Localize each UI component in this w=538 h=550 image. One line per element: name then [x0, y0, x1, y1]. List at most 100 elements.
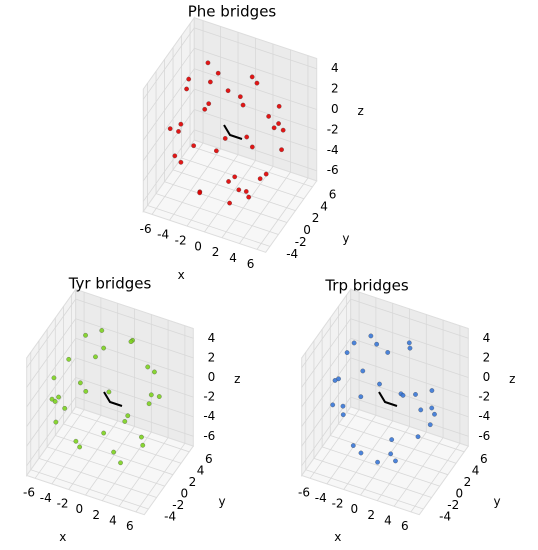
- point: [83, 389, 89, 394]
- y-tick-label: 2: [312, 211, 320, 225]
- point: [205, 60, 211, 66]
- y-tick-label: 6: [329, 187, 337, 201]
- point: [377, 381, 382, 387]
- grid-line: [350, 377, 469, 418]
- y-tick-label: 6: [205, 452, 213, 466]
- x-tick-label: 6: [401, 519, 409, 533]
- chart-title: Phe bridges: [188, 3, 277, 21]
- grid-line: [301, 357, 352, 427]
- point: [197, 190, 203, 196]
- point: [49, 396, 55, 402]
- point: [167, 126, 173, 132]
- grid-line: [26, 318, 77, 388]
- y-tick-label: -2: [172, 498, 184, 512]
- grid-line: [26, 338, 77, 408]
- point: [254, 80, 260, 86]
- point: [266, 114, 271, 119]
- grid-line: [75, 357, 194, 398]
- axes-marker: [223, 124, 243, 140]
- y-tick-label: -4: [286, 247, 298, 261]
- point: [388, 451, 394, 457]
- grid-line: [301, 298, 352, 368]
- z-tick-label: 0: [483, 370, 491, 384]
- x-tick-label: -2: [332, 497, 344, 511]
- z-tick-label: 0: [208, 370, 216, 384]
- point: [240, 102, 246, 108]
- grid-line: [147, 205, 271, 247]
- grid-line: [46, 446, 165, 487]
- grid-line: [410, 443, 461, 513]
- z-axis-label: z: [234, 372, 240, 386]
- y-tick-label: 0: [303, 223, 311, 237]
- axes-marker: [378, 391, 398, 407]
- y-tick-label: -2: [295, 235, 307, 249]
- chart-title: Trp bridges: [324, 277, 409, 295]
- z-tick-label: 4: [483, 331, 491, 345]
- x-axis-label: x: [334, 530, 341, 544]
- x-axis-label: x: [59, 530, 66, 544]
- point: [374, 341, 379, 347]
- grid-line: [346, 412, 465, 453]
- chart-title: Tyr bridges: [68, 275, 152, 293]
- grid-line: [350, 396, 469, 437]
- point: [66, 356, 72, 362]
- z-tick-label: 0: [331, 102, 339, 116]
- z-tick-label: -6: [203, 429, 215, 443]
- point: [215, 70, 221, 76]
- grid-line: [305, 469, 424, 510]
- point: [407, 345, 413, 351]
- point: [406, 340, 412, 346]
- grid-line: [68, 420, 119, 490]
- z-tick-label: -6: [478, 429, 490, 443]
- x-tick-label: -4: [315, 491, 327, 505]
- y-tick-label: 2: [189, 475, 197, 489]
- grid-line: [309, 409, 360, 479]
- axes-marker: [103, 391, 123, 407]
- point: [257, 176, 263, 182]
- grid-line: [38, 457, 157, 498]
- z-tick-label: -2: [478, 390, 490, 404]
- grid-line: [194, 27, 317, 70]
- point: [246, 194, 252, 200]
- point: [101, 430, 107, 436]
- x-axis-label: x: [178, 268, 185, 282]
- z-tick-label: -6: [327, 163, 339, 177]
- z-tick-label: 2: [208, 350, 216, 364]
- point: [51, 375, 57, 381]
- x-tick-label: 2: [92, 508, 100, 522]
- x-tick-label: 6: [247, 257, 255, 271]
- point: [148, 392, 154, 398]
- grid-line: [30, 469, 149, 510]
- point: [172, 153, 178, 159]
- point: [415, 434, 421, 440]
- point: [330, 402, 336, 408]
- point: [208, 79, 213, 85]
- x-tick-label: 4: [384, 513, 392, 527]
- point: [78, 380, 83, 386]
- grid-line: [181, 157, 305, 200]
- z-axis-label: z: [358, 104, 364, 118]
- point: [56, 394, 61, 400]
- point: [176, 129, 181, 134]
- z-tick-label: -4: [203, 409, 215, 423]
- point: [360, 368, 366, 374]
- point: [432, 411, 437, 417]
- point: [350, 443, 356, 448]
- x-tick-label: 6: [126, 519, 134, 533]
- point: [276, 121, 281, 126]
- point: [249, 144, 255, 150]
- point: [52, 399, 58, 404]
- point: [276, 103, 282, 109]
- grid-line: [350, 318, 469, 359]
- point: [400, 393, 406, 398]
- grid-line: [155, 193, 279, 235]
- point: [344, 350, 350, 355]
- grid-line: [75, 337, 194, 378]
- point: [128, 339, 134, 344]
- grid-line: [194, 129, 317, 172]
- grid-line: [135, 443, 186, 513]
- grid-line: [350, 337, 469, 378]
- grid-line: [26, 357, 77, 427]
- point: [93, 354, 98, 360]
